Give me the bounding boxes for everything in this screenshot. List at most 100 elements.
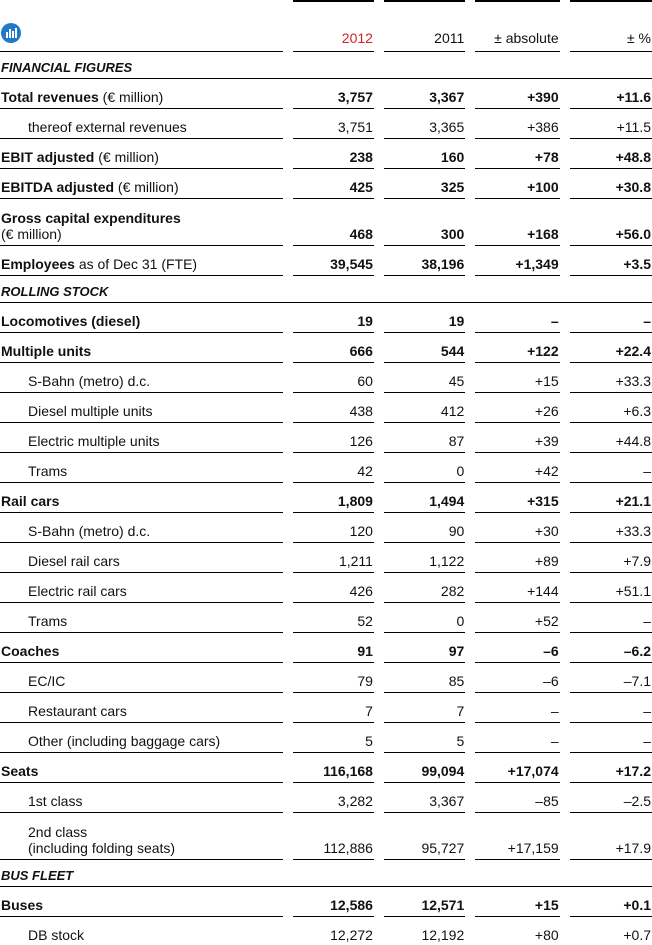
cell-value: 42 bbox=[292, 453, 374, 483]
cell-value: +21.1 bbox=[569, 483, 652, 513]
data-row: Restaurant cars 7 7– – bbox=[0, 693, 652, 723]
row-label-cell: Other (including baggage cars) bbox=[0, 723, 283, 753]
cell-value: –85 bbox=[475, 783, 560, 813]
cell-value: 19 bbox=[383, 303, 466, 333]
cell-value: – bbox=[569, 303, 652, 333]
cell-value: +17.9 bbox=[569, 813, 652, 860]
row-label-cell: Diesel multiple units bbox=[0, 393, 283, 423]
cell-value: 468 bbox=[292, 199, 374, 246]
row-label-cell: EBITDA adjusted (€ million) bbox=[0, 169, 283, 199]
cell-value: 112,886 bbox=[292, 813, 374, 860]
row-note: (€ million) bbox=[94, 149, 159, 165]
cell-value: +89 bbox=[475, 543, 560, 573]
data-row: 1st class 3,282 3,367 –85 –2.5 bbox=[0, 783, 652, 813]
cell-value: 1,211 bbox=[292, 543, 374, 573]
data-row: Other (including baggage cars) 5 5– – bbox=[0, 723, 652, 753]
cell-value: +33.3 bbox=[569, 513, 652, 543]
cell-value: 160 bbox=[383, 139, 466, 169]
data-row: Trams 52 0 +52– bbox=[0, 603, 652, 633]
row-label: thereof external revenues bbox=[28, 119, 187, 135]
data-row: Trams 42 0 +42– bbox=[0, 453, 652, 483]
row-label-cell: DB stock bbox=[0, 917, 283, 945]
row-label: Restaurant cars bbox=[28, 703, 127, 719]
data-row: thereof external revenues 3,751 3,365 +386 +… bbox=[0, 109, 652, 139]
cell-value: 45 bbox=[383, 363, 466, 393]
row-label-cell: EBIT adjusted (€ million) bbox=[0, 139, 283, 169]
cell-value: 120 bbox=[292, 513, 374, 543]
cell-value: 3,757 bbox=[292, 79, 374, 109]
cell-value: +100 bbox=[475, 169, 560, 199]
cell-value: 12,272 bbox=[293, 917, 374, 945]
cell-value: +7.9 bbox=[569, 543, 652, 573]
data-row: S-Bahn (metro) d.c. 60 45 +15 +33.3 bbox=[0, 363, 652, 393]
cell-value: 282 bbox=[383, 573, 466, 603]
row-label: S-Bahn (metro) d.c. bbox=[28, 373, 151, 389]
cell-value: +17,074 bbox=[475, 753, 560, 783]
row-note: (€ million) bbox=[1, 226, 62, 242]
row-label: S-Bahn (metro) d.c. bbox=[28, 523, 151, 539]
cell-value: 325 bbox=[383, 169, 466, 199]
cell-value: – bbox=[569, 453, 652, 483]
row-label: Diesel rail cars bbox=[28, 553, 120, 569]
data-row: Buses 12,586 12,571 +15 +0.1 bbox=[0, 887, 652, 917]
row-label: Buses bbox=[1, 897, 44, 913]
cell-value: 0 bbox=[383, 453, 466, 483]
cell-value: +122 bbox=[475, 333, 560, 363]
row-label-cell: Locomotives (diesel) bbox=[0, 303, 283, 333]
row-label-cell: Seats bbox=[0, 753, 283, 783]
column-header: ± % bbox=[569, 0, 652, 52]
row-label-cell: Trams bbox=[0, 603, 283, 633]
row-label-cell: Multiple units bbox=[0, 333, 283, 363]
row-label: Electric rail cars bbox=[28, 583, 127, 599]
cell-value: +22.4 bbox=[569, 333, 652, 363]
cell-value: 99,094 bbox=[383, 753, 466, 783]
cell-value: 3,367 bbox=[383, 79, 466, 109]
cell-value: +315 bbox=[475, 483, 560, 513]
chart-icon bbox=[1, 23, 21, 43]
cell-value: 412 bbox=[383, 393, 466, 423]
cell-value: 300 bbox=[383, 199, 466, 246]
cell-value: +52 bbox=[475, 603, 560, 633]
cell-value: 38,196 bbox=[383, 246, 466, 276]
cell-value: 97 bbox=[383, 633, 466, 663]
cell-value: 91 bbox=[292, 633, 374, 663]
cell-value: +56.0 bbox=[569, 199, 652, 246]
row-label: Rail cars bbox=[1, 493, 60, 509]
data-row: S-Bahn (metro) d.c. 120 90 +30 +33.3 bbox=[0, 513, 652, 543]
cell-value: 666 bbox=[292, 333, 374, 363]
data-row: Total revenues (€ million) 3,757 3,367 +390… bbox=[0, 79, 652, 109]
data-row: Diesel multiple units 438 412 +26 +6.3 bbox=[0, 393, 652, 423]
row-label: Locomotives (diesel) bbox=[1, 313, 141, 329]
row-label-cell: Coaches bbox=[0, 633, 283, 663]
cell-value: 1,809 bbox=[292, 483, 374, 513]
row-label-cell: Electric rail cars bbox=[0, 573, 283, 603]
cell-value: 12,586 bbox=[292, 887, 374, 917]
data-row: EBIT adjusted (€ million) 238 160 +78 +48.8 bbox=[0, 139, 652, 169]
row-label-cell: Restaurant cars bbox=[0, 693, 283, 723]
data-row: Electric rail cars 426 282 +144 +51.1 bbox=[0, 573, 652, 603]
cell-value: – bbox=[475, 303, 560, 333]
row-label-cell: thereof external revenues bbox=[0, 109, 283, 139]
cell-value: +78 bbox=[475, 139, 560, 169]
data-row: Diesel rail cars 1,211 1,122 +89 +7.9 bbox=[0, 543, 652, 573]
row-label: 1st class bbox=[28, 793, 83, 809]
cell-value: 3,751 bbox=[292, 109, 374, 139]
cell-value: 438 bbox=[292, 393, 374, 423]
cell-value: +17.2 bbox=[569, 753, 652, 783]
cell-value: +39 bbox=[475, 423, 560, 453]
cell-value: +30 bbox=[475, 513, 560, 543]
cell-value: 1,494 bbox=[383, 483, 466, 513]
row-label: EBITDA adjusted bbox=[1, 179, 115, 195]
cell-value: +80 bbox=[475, 917, 559, 945]
row-label-cell: Diesel rail cars bbox=[0, 543, 283, 573]
cell-value: +3.5 bbox=[569, 246, 652, 276]
data-row: DB stock 12,272 12,192 +80 +0.7 bbox=[0, 917, 652, 945]
cell-value: +26 bbox=[475, 393, 560, 423]
data-row: Multiple units 666 544 +122 +22.4 bbox=[0, 333, 652, 363]
cell-value: 52 bbox=[292, 603, 374, 633]
cell-value: 3,282 bbox=[292, 783, 374, 813]
row-label: Seats bbox=[1, 763, 39, 779]
cell-value: +30.8 bbox=[569, 169, 652, 199]
row-note: as of Dec 31 (FTE) bbox=[74, 256, 198, 272]
